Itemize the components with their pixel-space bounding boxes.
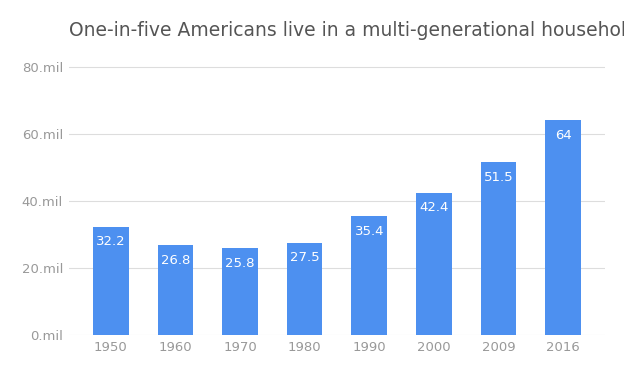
Bar <box>287 243 323 335</box>
Bar <box>416 193 452 335</box>
Bar <box>351 216 387 335</box>
Bar <box>158 245 193 335</box>
Text: 64: 64 <box>555 129 572 142</box>
Text: One-in-five Americans live in a multi-generational household: One-in-five Americans live in a multi-ge… <box>69 21 624 40</box>
Text: 42.4: 42.4 <box>419 201 449 214</box>
Text: 26.8: 26.8 <box>161 253 190 266</box>
Bar <box>222 248 258 335</box>
Text: 51.5: 51.5 <box>484 171 514 184</box>
Text: 32.2: 32.2 <box>96 235 125 248</box>
Bar <box>480 162 516 335</box>
Text: 35.4: 35.4 <box>354 225 384 238</box>
Text: 25.8: 25.8 <box>225 257 255 270</box>
Bar <box>545 121 581 335</box>
Text: 27.5: 27.5 <box>290 251 319 264</box>
Bar <box>93 227 129 335</box>
